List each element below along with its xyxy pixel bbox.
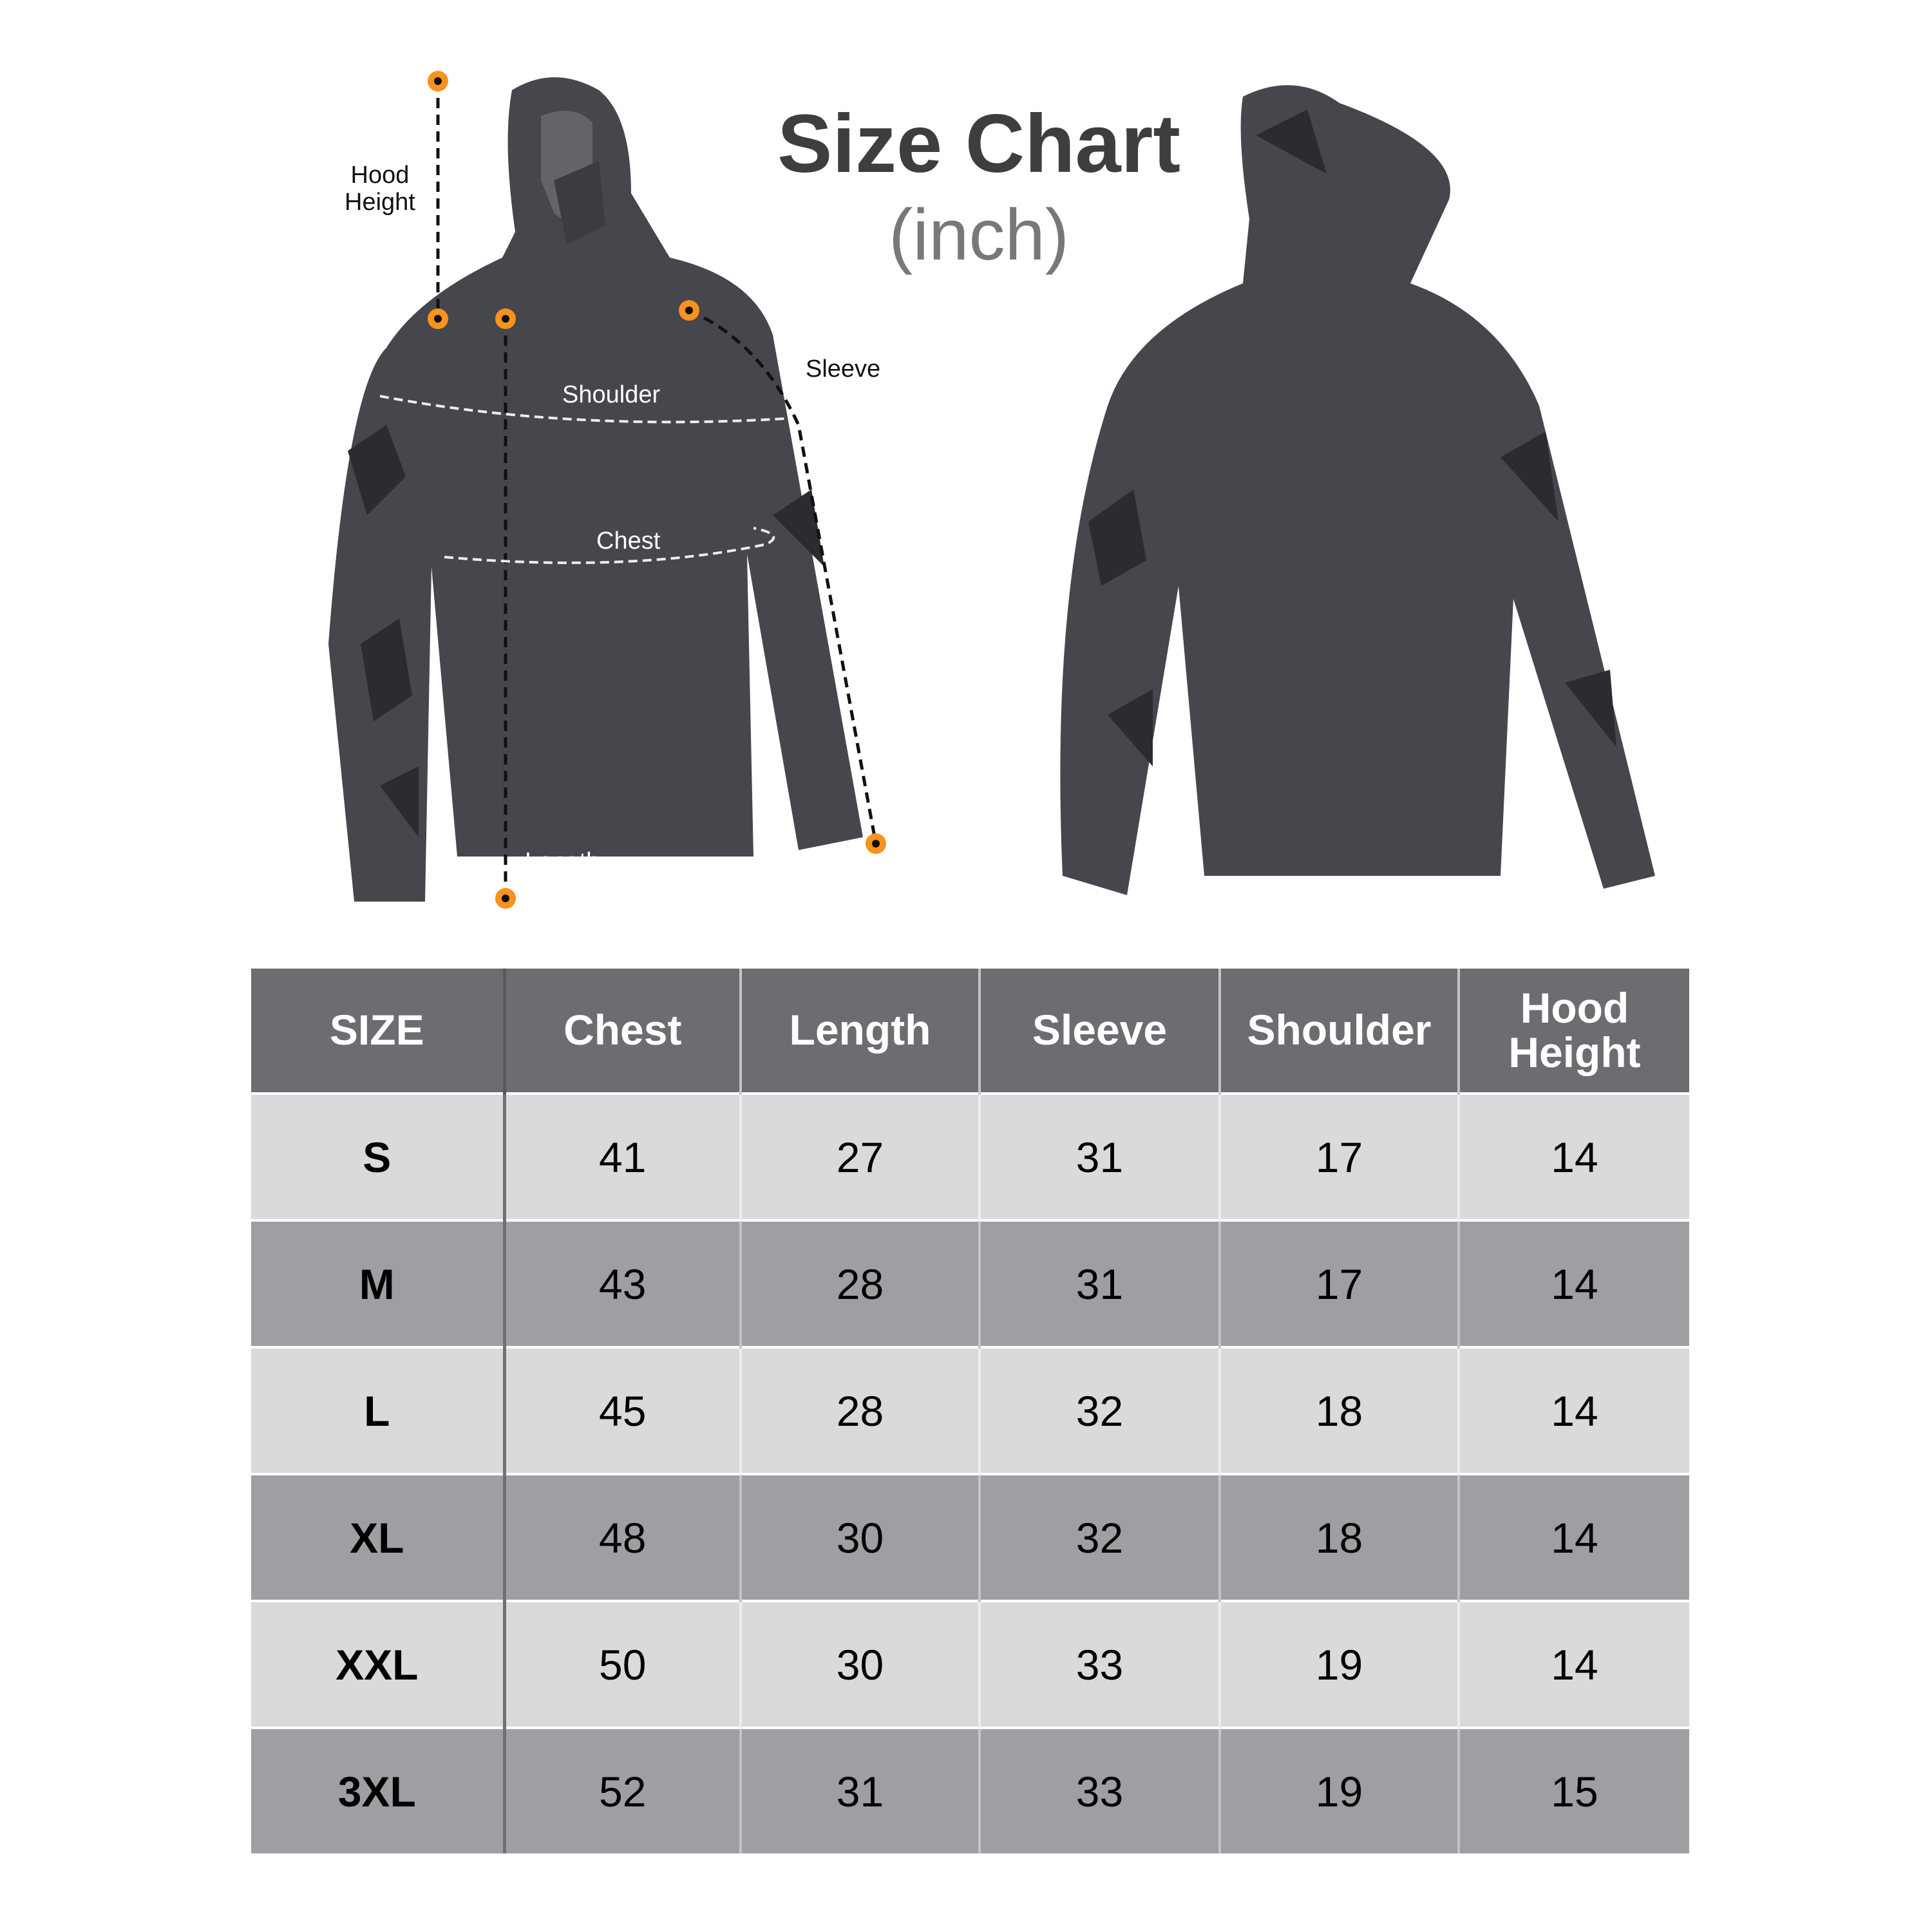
value-cell: 31 <box>978 1219 1220 1347</box>
size-cell: XXL <box>251 1600 504 1728</box>
value-cell: 18 <box>1218 1473 1459 1601</box>
size-cell: 3XL <box>251 1727 504 1853</box>
value-cell: 17 <box>1218 1092 1459 1220</box>
value-cell: 33 <box>978 1600 1220 1728</box>
table-row: M 43 28 31 17 14 <box>251 1219 1689 1347</box>
value-cell: 19 <box>1218 1727 1459 1853</box>
header-sleeve: Sleeve <box>978 969 1220 1094</box>
value-cell: 14 <box>1457 1600 1689 1728</box>
value-cell: 43 <box>502 1219 741 1347</box>
size-table: SIZE Chest Length Sleeve Shoulder Hood He… <box>251 969 1689 1853</box>
value-cell: 48 <box>502 1473 741 1601</box>
value-cell: 41 <box>502 1092 741 1220</box>
value-cell: 32 <box>978 1473 1220 1601</box>
sleeve-label: Sleeve <box>806 355 881 383</box>
value-cell: 19 <box>1218 1600 1459 1728</box>
value-cell: 45 <box>502 1346 741 1474</box>
value-cell: 33 <box>978 1727 1220 1853</box>
header-length: Length <box>739 969 980 1094</box>
value-cell: 28 <box>739 1346 980 1474</box>
value-cell: 31 <box>978 1092 1220 1220</box>
value-cell: 30 <box>739 1473 980 1601</box>
table-header-row: SIZE Chest Length Sleeve Shoulder Hood He… <box>251 969 1689 1094</box>
size-cell: L <box>251 1346 504 1474</box>
value-cell: 17 <box>1218 1219 1459 1347</box>
value-cell: 18 <box>1218 1346 1459 1474</box>
shoulder-label: Shoulder <box>562 381 661 408</box>
unit-label: (inch) <box>888 194 1070 275</box>
value-cell: 31 <box>739 1727 980 1853</box>
value-cell: 14 <box>1457 1346 1689 1474</box>
value-cell: 32 <box>978 1346 1220 1474</box>
size-cell: XL <box>251 1473 504 1601</box>
header-size: SIZE <box>251 969 504 1094</box>
value-cell: 30 <box>739 1600 980 1728</box>
header-shoulder: Shoulder <box>1218 969 1459 1094</box>
chest-label: Chest <box>596 527 661 554</box>
value-cell: 52 <box>502 1727 741 1853</box>
size-cell: M <box>251 1219 504 1347</box>
value-cell: 50 <box>502 1600 741 1728</box>
back-shirt-image <box>1060 85 1655 896</box>
value-cell: 14 <box>1457 1473 1689 1601</box>
front-shirt-image <box>328 71 886 909</box>
value-cell: 27 <box>739 1092 980 1220</box>
table-row: 3XL 52 31 33 19 15 <box>251 1727 1689 1853</box>
header-chest: Chest <box>502 969 741 1094</box>
length-label: Length <box>525 848 600 875</box>
header-hood-height: Hood Height <box>1457 969 1689 1094</box>
value-cell: 28 <box>739 1219 980 1347</box>
hood-height-label: Hood Height <box>345 162 415 216</box>
table-row: XXL 50 30 33 19 14 <box>251 1600 1689 1728</box>
value-cell: 14 <box>1457 1219 1689 1347</box>
table-row: XL 48 30 32 18 14 <box>251 1473 1689 1601</box>
size-cell: S <box>251 1092 504 1220</box>
value-cell: 14 <box>1457 1092 1689 1220</box>
table-row: L 45 28 32 18 14 <box>251 1346 1689 1474</box>
table-row: S 41 27 31 17 14 <box>251 1092 1689 1220</box>
chart-title: Size Chart <box>777 98 1180 190</box>
value-cell: 15 <box>1457 1727 1689 1853</box>
